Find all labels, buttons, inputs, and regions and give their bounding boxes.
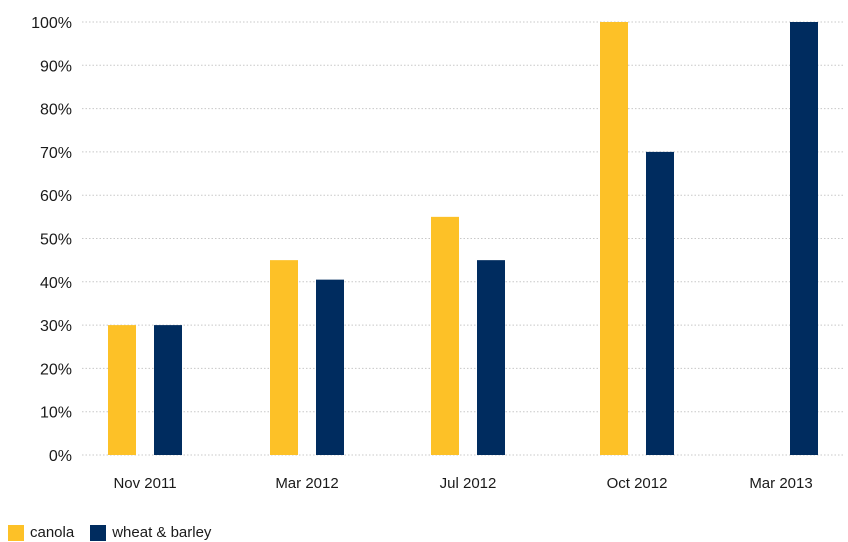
y-tick-label: 100%	[31, 15, 72, 32]
y-tick-label: 50%	[40, 232, 72, 249]
bar-canola-0	[108, 325, 136, 455]
legend-swatch-canola	[8, 524, 24, 541]
y-tick-label: 0%	[49, 448, 72, 465]
legend-item-wheat-barley: wheat & barley	[90, 524, 211, 541]
bars	[108, 22, 818, 455]
y-tick-label: 20%	[40, 361, 72, 378]
x-category-label: Mar 2012	[275, 475, 338, 492]
x-category-label: Nov 2011	[113, 475, 176, 492]
y-tick-label: 90%	[40, 58, 72, 75]
bar-wheat-barley-1	[316, 279, 344, 455]
y-tick-label: 80%	[40, 102, 72, 119]
bar-canola-2	[431, 216, 459, 455]
gridlines	[82, 21, 843, 456]
x-axis-category-labels: Nov 2011 Mar 2012 Jul 2012 Oct 2012 Mar 2013	[113, 475, 812, 492]
y-tick-label: 30%	[40, 318, 72, 335]
y-tick-label: 10%	[40, 405, 72, 422]
x-category-label: Mar 2013	[749, 475, 812, 492]
x-category-label: Jul 2012	[440, 475, 497, 492]
bar-wheat-barley-2	[477, 260, 505, 455]
legend: canola wheat & barley	[8, 524, 227, 541]
legend-label-wheat-barley: wheat & barley	[112, 524, 212, 541]
legend-item-canola: canola	[8, 524, 74, 541]
bar-wheat-barley-3	[646, 151, 674, 455]
y-tick-label: 60%	[40, 188, 72, 205]
y-tick-label: 40%	[40, 275, 72, 292]
legend-label-canola: canola	[30, 524, 75, 541]
bar-wheat-barley-4	[790, 22, 818, 455]
bar-canola-1	[270, 260, 298, 455]
x-category-label: Oct 2012	[607, 475, 668, 492]
y-axis-tick-labels: 0% 10% 20% 30% 40% 50% 60% 70% 80% 90% 100%	[31, 15, 72, 465]
bar-canola-3	[600, 22, 628, 455]
bar-wheat-barley-0	[154, 325, 182, 455]
bar-chart: 0% 10% 20% 30% 40% 50% 60% 70% 80% 90% 100% Nov 20…	[31, 15, 843, 492]
legend-swatch-wheat-barley	[90, 524, 107, 541]
y-tick-label: 70%	[40, 145, 72, 162]
